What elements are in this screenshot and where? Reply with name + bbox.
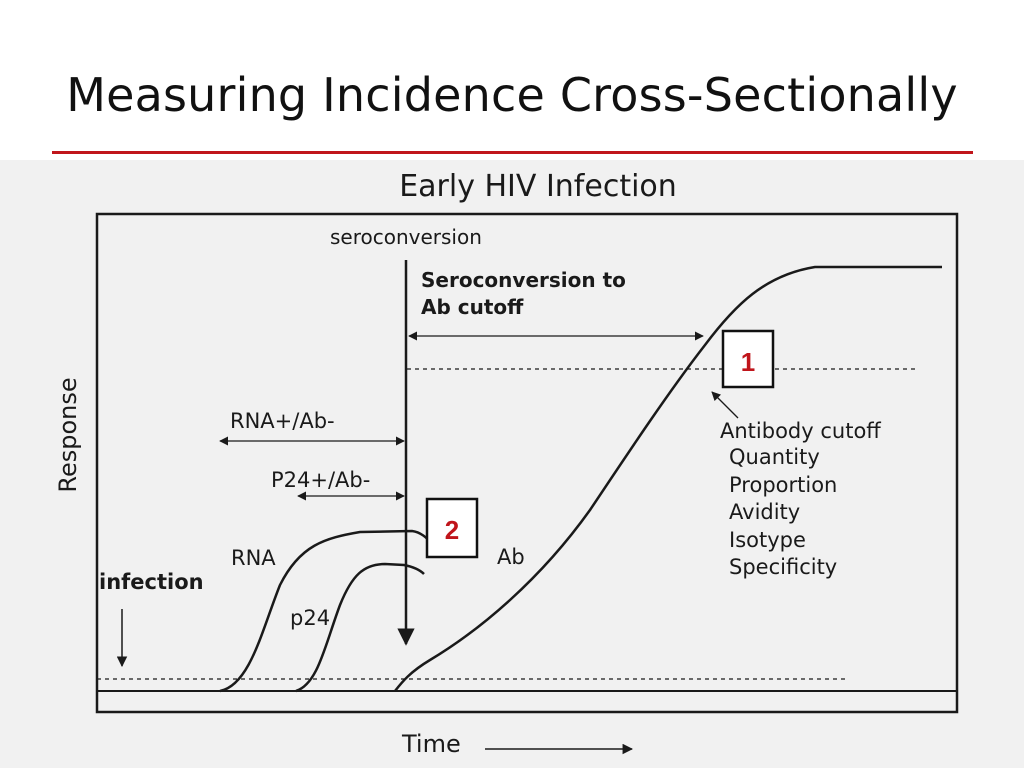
x-axis-label: Time: [401, 730, 461, 758]
ab-curve: [394, 265, 942, 692]
figure-title: Early HIV Infection: [399, 169, 677, 204]
rna-window-label: RNA+/Ab-: [230, 409, 335, 433]
figure-area: Early HIV Infection Response Time seroco…: [0, 160, 1024, 768]
rna-curve: [219, 529, 432, 693]
y-axis-label: Response: [54, 377, 82, 492]
cutoff-measure-isotype: Isotype: [729, 528, 806, 552]
callout-box-1: [721, 329, 775, 389]
callout-number-1: 1: [741, 347, 755, 377]
ab-curve-label: Ab: [497, 545, 525, 569]
slide-title: Measuring Incidence Cross-Sectionally: [66, 68, 958, 122]
p24-curve: [295, 562, 425, 693]
p24-window-label: P24+/Ab-: [271, 468, 370, 492]
seroconversion-to-cutoff-label-1: Seroconversion to: [421, 268, 626, 292]
antibody-cutoff-pointer: [711, 391, 739, 419]
hiv-infection-diagram: Early HIV Infection Response Time seroco…: [54, 169, 959, 758]
title-divider: [52, 151, 973, 154]
plot-frame: [95, 212, 959, 714]
cutoff-measure-avidity: Avidity: [729, 500, 800, 524]
seroconversion-to-cutoff-label-2: Ab cutoff: [421, 295, 524, 319]
antibody-cutoff-label: Antibody cutoff: [720, 419, 881, 443]
cutoff-measure-quantity: Quantity: [729, 445, 820, 469]
infection-label: infection: [99, 570, 204, 594]
callout-box-2: [425, 497, 479, 559]
cutoff-measure-proportion: Proportion: [729, 473, 837, 497]
p24-curve-label: p24: [290, 606, 330, 630]
cutoff-measure-specificity: Specificity: [729, 555, 837, 579]
seroconversion-label: seroconversion: [330, 225, 482, 249]
rna-curve-label: RNA: [231, 546, 276, 570]
callout-number-2: 2: [445, 515, 459, 545]
